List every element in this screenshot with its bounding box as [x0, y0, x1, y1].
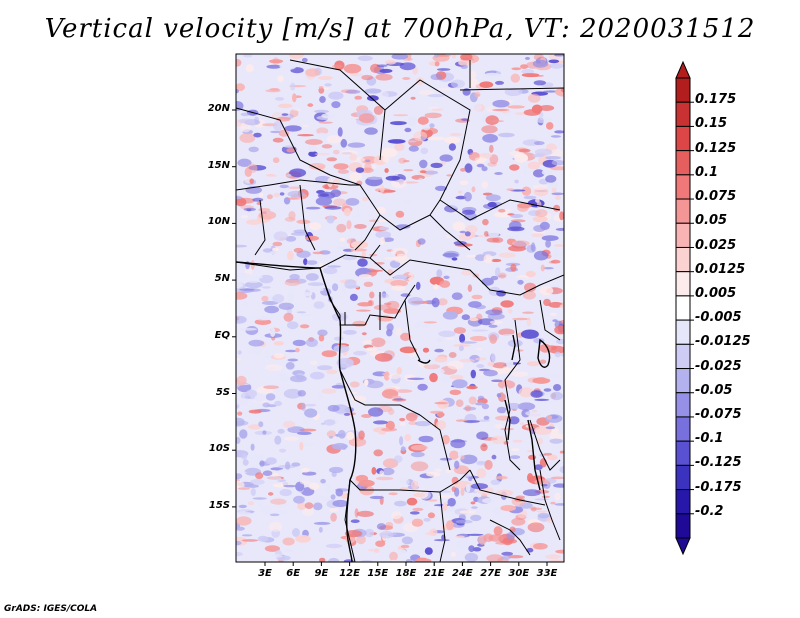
lat-label: EQ	[214, 329, 230, 341]
vertical-velocity-field	[236, 54, 564, 562]
colorbar-swatch	[675, 246, 691, 273]
colorbar-label: 0.125	[695, 140, 737, 156]
colorbar-swatch	[675, 150, 691, 176]
colorbar-label: 0.0125	[695, 261, 746, 277]
colorbar-swatch	[675, 77, 691, 103]
lat-label: 5S	[215, 386, 230, 398]
colorbar-swatch	[675, 513, 691, 539]
colorbar-label: 0.15	[695, 116, 728, 132]
lon-label: 21E	[423, 568, 445, 579]
lon-label: 12E	[339, 568, 360, 579]
lon-label: 3E	[258, 568, 272, 579]
lat-label: 10N	[207, 216, 230, 228]
colorbar	[675, 60, 694, 556]
colorbar-label: -0.075	[695, 406, 742, 422]
colorbar-label: 0.05	[695, 213, 728, 229]
colorbar-label: 0.075	[695, 189, 737, 205]
colorbar-swatch	[675, 368, 691, 394]
colorbar-swatch	[675, 440, 691, 466]
colorbar-swatch	[675, 489, 691, 515]
lat-label: 20N	[207, 103, 230, 114]
colorbar-swatch	[675, 343, 691, 370]
colorbar-bottom-arrow	[675, 537, 691, 556]
credit-text: GrADS: IGES/COLA	[4, 604, 98, 614]
colorbar-swatch	[675, 295, 691, 321]
colorbar-label: 0.175	[695, 92, 737, 108]
colorbar-label: -0.05	[695, 382, 733, 398]
colorbar-swatch	[675, 101, 691, 127]
coastline	[236, 261, 551, 562]
colorbar-label: 0.005	[695, 285, 737, 301]
lon-label: 15E	[367, 568, 389, 579]
lon-label: 18E	[395, 568, 417, 579]
colorbar-label: 0.1	[695, 164, 719, 180]
colorbar-label: -0.0125	[695, 334, 751, 350]
colorbar-swatch	[675, 392, 691, 418]
map-title: Vertical velocity [m/s] at 700hPa, VT: 2…	[44, 14, 756, 44]
lon-label: 27E	[480, 568, 501, 579]
colorbar-swatch	[675, 319, 691, 345]
colorbar-swatch	[675, 198, 691, 224]
map-frame	[235, 53, 565, 563]
country-borders	[236, 59, 564, 562]
lon-label: 24E	[452, 568, 473, 579]
lon-label: 6E	[286, 568, 301, 579]
colorbar-swatch	[675, 416, 691, 442]
lat-label: 15S	[208, 499, 230, 511]
lat-label: 10S	[208, 443, 230, 455]
colorbar-label: 0.025	[695, 237, 737, 253]
colorbar-label: -0.175	[695, 479, 742, 495]
lat-label: 15N	[207, 159, 230, 171]
colorbar-swatch	[675, 464, 691, 491]
lon-label: 33E	[536, 568, 558, 579]
colorbar-label: -0.125	[695, 455, 742, 471]
colorbar-swatch	[675, 174, 691, 200]
colorbar-label: -0.1	[695, 431, 724, 447]
colorbar-label: -0.2	[695, 503, 724, 519]
lon-label: 9E	[314, 568, 329, 579]
lon-label: 30E	[508, 568, 530, 579]
colorbar-label: -0.025	[695, 358, 742, 374]
lat-label: 5N	[214, 273, 230, 285]
colorbar-swatch	[675, 222, 691, 248]
colorbar-swatch	[675, 125, 691, 152]
colorbar-label: -0.005	[695, 310, 742, 326]
colorbar-top-arrow	[675, 60, 691, 79]
colorbar-swatch	[675, 271, 691, 297]
